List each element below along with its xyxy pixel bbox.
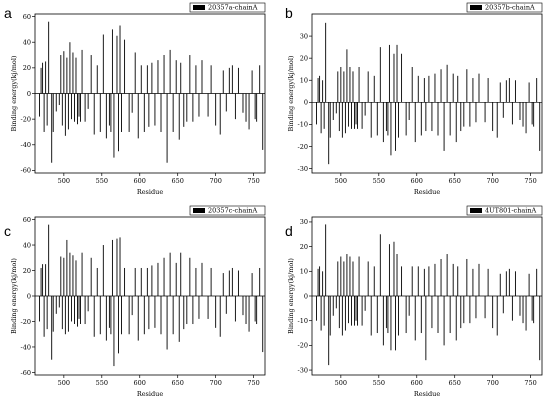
y-axis-title: Binding energy(kj/mol) xyxy=(10,55,18,131)
y-tick-label: 0 xyxy=(27,292,31,300)
y-tick-label: -10 xyxy=(298,121,308,129)
y-tick-label: -40 xyxy=(21,343,31,351)
y-tick-label: 30 xyxy=(300,32,308,40)
x-tick-label: 650 xyxy=(448,379,460,387)
y-tick-label: 60 xyxy=(23,13,31,21)
x-tick-label: 500 xyxy=(335,379,347,387)
legend: 20357b-chainA xyxy=(466,2,543,13)
legend-box xyxy=(466,205,543,216)
y-tick-label: 20 xyxy=(300,54,308,62)
y-tick-label: -30 xyxy=(298,366,308,374)
x-tick-label: 600 xyxy=(134,177,146,185)
x-tick-label: 700 xyxy=(486,379,498,387)
y-tick-label: 60 xyxy=(23,216,31,224)
x-tick-label: 500 xyxy=(58,379,70,387)
x-tick-label: 700 xyxy=(209,379,221,387)
y-axis-title: Binding energy(kj/mol) xyxy=(287,258,295,334)
legend-label: 20357a-chainA xyxy=(208,4,258,12)
y-tick-label: -30 xyxy=(298,165,308,173)
x-tick-label: 600 xyxy=(411,379,423,387)
x-tick-label: 550 xyxy=(373,379,385,387)
x-tick-label: 600 xyxy=(411,177,423,185)
plot-frame xyxy=(311,13,543,174)
chart-panel-b: b 500 550 600 650 700 750 -30 -20 -10 0 10 20 30 Resid… xyxy=(285,2,543,196)
legend-box xyxy=(466,2,543,13)
y-tick-label: 20 xyxy=(300,243,308,251)
x-tick-label: 750 xyxy=(524,177,536,185)
x-tick-label: 500 xyxy=(335,177,347,185)
x-tick-label: 650 xyxy=(448,177,460,185)
y-tick-label: 40 xyxy=(23,39,31,47)
y-tick-label: 10 xyxy=(300,268,308,276)
y-axis-title: Binding energy(kj/mol) xyxy=(287,55,295,131)
legend-box xyxy=(189,205,266,216)
y-tick-label: 30 xyxy=(300,218,308,226)
y-tick-label: -60 xyxy=(21,369,31,377)
legend-label: 20357b-chainA xyxy=(485,4,535,12)
x-tick-label: 550 xyxy=(96,177,108,185)
x-tick-label: 750 xyxy=(247,177,259,185)
legend-swatch xyxy=(470,5,482,10)
legend-swatch xyxy=(193,5,205,10)
x-axis-title: Residue xyxy=(137,188,164,196)
y-tick-label: 0 xyxy=(304,292,308,300)
y-tick-label: 40 xyxy=(23,241,31,249)
x-tick-label: 700 xyxy=(486,177,498,185)
y-tick-label: 0 xyxy=(27,90,31,98)
legend: 4UT801-chainA xyxy=(466,205,543,216)
y-axis-title: Binding energy(kj/mol) xyxy=(10,258,18,334)
y-tick-label: 10 xyxy=(300,77,308,85)
x-tick-label: 700 xyxy=(209,177,221,185)
legend: 20357c-chainA xyxy=(189,205,266,216)
x-tick-label: 550 xyxy=(96,379,108,387)
legend-label: 4UT801-chainA xyxy=(485,207,537,215)
y-tick-label: 0 xyxy=(304,99,308,107)
y-tick-label: -20 xyxy=(298,143,308,151)
y-tick-label: 20 xyxy=(23,64,31,72)
panel-letter: a xyxy=(4,5,12,21)
x-tick-label: 650 xyxy=(171,379,183,387)
x-tick-label: 750 xyxy=(524,379,536,387)
y-tick-label: 20 xyxy=(23,267,31,275)
x-tick-label: 550 xyxy=(373,177,385,185)
chart-panel-c: c 500 550 600 650 700 750 -60 -40 -20 0 20 40 60 Resid… xyxy=(4,205,266,398)
x-axis-title: Residue xyxy=(137,390,164,398)
y-tick-label: -20 xyxy=(298,342,308,350)
panel-letter: b xyxy=(285,5,293,21)
panel-letter: d xyxy=(285,223,293,239)
y-tick-label: -40 xyxy=(21,141,31,149)
chart-panel-a: a 500 550 600 650 700 750 -60 -40 -20 0 20 40 60 Resid… xyxy=(4,2,266,196)
y-tick-label: -20 xyxy=(21,115,31,123)
x-tick-label: 650 xyxy=(171,177,183,185)
legend-swatch xyxy=(193,208,205,213)
x-axis-title: Residue xyxy=(414,188,441,196)
panel-letter: c xyxy=(4,223,11,239)
legend-swatch xyxy=(470,208,482,213)
legend-label: 20357c-chainA xyxy=(208,207,257,215)
y-tick-label: -20 xyxy=(21,318,31,326)
x-tick-label: 750 xyxy=(247,379,259,387)
legend-box xyxy=(189,2,266,13)
y-tick-label: -10 xyxy=(298,317,308,325)
legend: 20357a-chainA xyxy=(189,2,266,13)
x-axis-title: Residue xyxy=(414,390,441,398)
chart-panel-d: d 500 550 600 650 700 750 -30 -20 -10 0 10 20 30 Resid… xyxy=(285,205,543,398)
y-tick-label: -60 xyxy=(21,167,31,175)
x-tick-label: 500 xyxy=(58,177,70,185)
x-tick-label: 600 xyxy=(134,379,146,387)
